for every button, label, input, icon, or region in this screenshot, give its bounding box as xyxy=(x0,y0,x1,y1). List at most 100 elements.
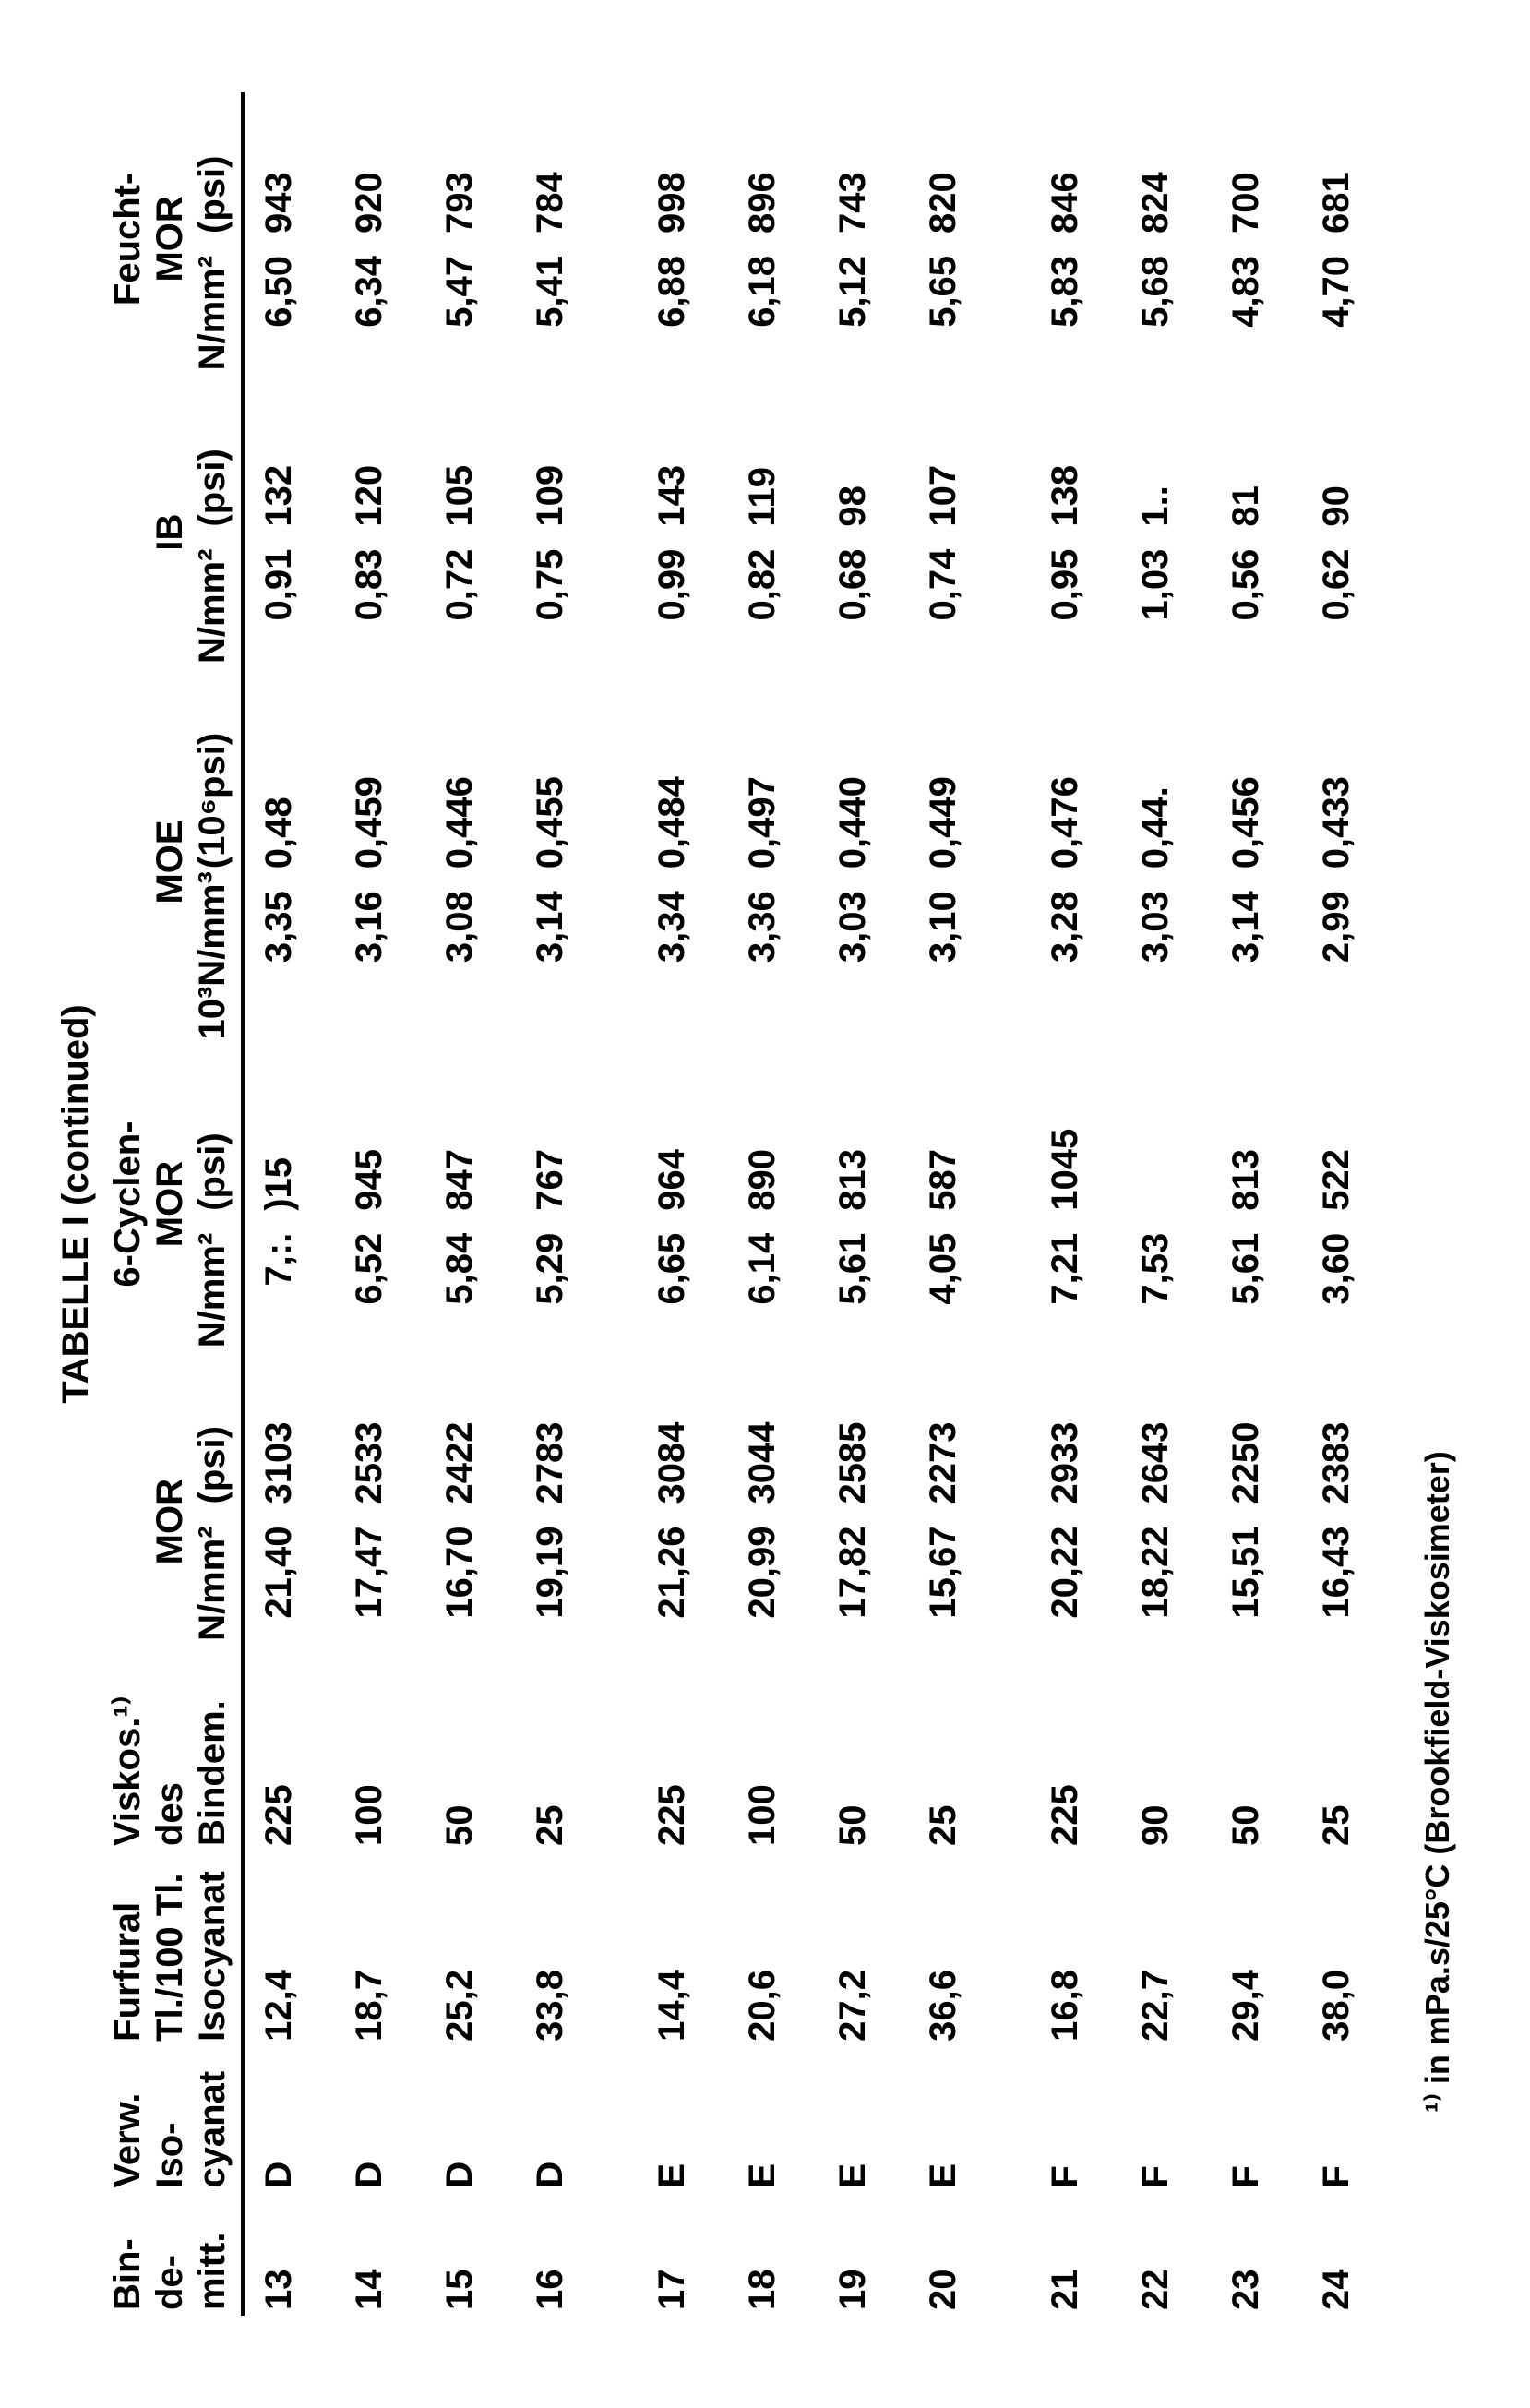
cell-vis: 25 xyxy=(1291,1681,1381,1851)
cell-ib1: 0,95 xyxy=(988,533,1110,679)
cell-mor2: 2383 xyxy=(1291,1363,1381,1510)
cell-n: 23 xyxy=(1201,2194,1291,2316)
cell-n: 13 xyxy=(243,2194,324,2316)
cell-iso: E xyxy=(717,2047,807,2194)
cell-fm2: 998 xyxy=(595,92,717,239)
cell-moe2: 0,476 xyxy=(988,678,1110,874)
cell-fur: 33,8 xyxy=(505,1851,595,2047)
cell-mor2: 2933 xyxy=(988,1363,1110,1510)
cell-n: 14 xyxy=(324,2194,414,2316)
cell-cyc1: 6,14 xyxy=(717,1216,807,1363)
cell-vis: 90 xyxy=(1110,1681,1201,1851)
cell-ib2: 120 xyxy=(324,386,414,533)
cell-fm2: 793 xyxy=(414,92,505,239)
cell-n: 19 xyxy=(807,2194,898,2316)
table-row: 13D12,422521,4031037,:.)153,350,48 0,911… xyxy=(243,92,324,2316)
cell-cyc2: 522 xyxy=(1291,1046,1381,1216)
cell-iso: F xyxy=(988,2047,1110,2194)
table-row: 16D33,82519,1927835,297673,140,4550,7510… xyxy=(505,92,595,2316)
cell-n: 16 xyxy=(505,2194,595,2316)
data-table: Bin- Verw. Furfural Viskos.¹⁾ 6-Cyclen- … xyxy=(106,92,1381,2316)
cell-n: 18 xyxy=(717,2194,807,2316)
cell-ib2: 105 xyxy=(414,386,505,533)
cell-fm2: 846 xyxy=(988,92,1110,239)
table-row: 22F22,79018,2226437,533,030,44.1,031..5,… xyxy=(1110,92,1201,2316)
cell-ib2: 90 xyxy=(1291,386,1381,533)
col-mor-top: MOR xyxy=(149,1363,191,1681)
cell-fm1: 5,83 xyxy=(988,239,1110,386)
cell-iso: E xyxy=(898,2047,988,2194)
cell-fm1: 6,50 xyxy=(243,239,324,386)
cell-iso: F xyxy=(1291,2047,1381,2194)
cell-moe2: 0,456 xyxy=(1201,678,1291,874)
cell-moe2: 0,449 xyxy=(898,678,988,874)
cell-mor1: 20,99 xyxy=(717,1509,807,1680)
cell-fur: 29,4 xyxy=(1201,1851,1291,2047)
col-vis-l2: des xyxy=(149,1681,191,1851)
table-body: 13D12,422521,4031037,:.)153,350,48 0,911… xyxy=(243,92,1381,2316)
cell-mor2: 2643 xyxy=(1110,1363,1201,1510)
cell-moe2: 0,446 xyxy=(414,678,505,874)
cell-ib2: 143 xyxy=(595,386,717,533)
col-ib-u1: N/mm² xyxy=(191,533,243,679)
col-iso-l2: Iso- xyxy=(149,2047,191,2194)
col-cyc-u2: (psi) xyxy=(191,1046,243,1216)
cell-ib1: 0,74 xyxy=(898,533,988,679)
col-fur-l2: Tl./100 Tl. xyxy=(149,1851,191,2047)
cell-fm2: 700 xyxy=(1201,92,1291,239)
cell-fm1: 5,12 xyxy=(807,239,898,386)
cell-fur: 12,4 xyxy=(243,1851,324,2047)
cell-moe1: 3,10 xyxy=(898,874,988,1045)
cell-ib1: 0,72 xyxy=(414,533,505,679)
col-fm-top1: Feucht- xyxy=(106,92,149,386)
cell-moe2: 0,48 xyxy=(243,678,324,874)
cell-cyc1: 7,21 xyxy=(988,1216,1110,1363)
cell-fur: 20,6 xyxy=(717,1851,807,2047)
cell-mor2: 3103 xyxy=(243,1363,324,1510)
cell-ib1: 1,03 xyxy=(1110,533,1201,679)
cell-fm2: 943 xyxy=(243,92,324,239)
cell-mor1: 17,82 xyxy=(807,1509,898,1680)
cell-fm1: 5,68 xyxy=(1110,239,1201,386)
cell-moe2: 0,440 xyxy=(807,678,898,874)
cell-n: 17 xyxy=(595,2194,717,2316)
cell-iso: D xyxy=(414,2047,505,2194)
cell-mor2: 2273 xyxy=(898,1363,988,1510)
cell-cyc2: 847 xyxy=(414,1046,505,1216)
cell-cyc2: 890 xyxy=(717,1046,807,1216)
cell-mor2: 2422 xyxy=(414,1363,505,1510)
cell-fm1: 5,47 xyxy=(414,239,505,386)
table-row: 17E14,422521,2630846,659643,340,4840,991… xyxy=(595,92,717,2316)
cell-cyc2: 767 xyxy=(505,1046,595,1216)
cell-cyc1: 7,:. xyxy=(243,1216,324,1363)
cell-cyc2: 813 xyxy=(807,1046,898,1216)
cell-mor1: 19,19 xyxy=(505,1509,595,1680)
cell-ib2: 119 xyxy=(717,386,807,533)
cell-iso: D xyxy=(505,2047,595,2194)
cell-mor1: 16,70 xyxy=(414,1509,505,1680)
col-bin-l3: mitt. xyxy=(191,2194,243,2316)
cell-vis: 100 xyxy=(717,1681,807,1851)
cell-ib2: 107 xyxy=(898,386,988,533)
col-fur-l3: Isocyanat xyxy=(191,1851,243,2047)
cell-ib1: 0,82 xyxy=(717,533,807,679)
cell-moe1: 3,34 xyxy=(595,874,717,1045)
cell-n: 20 xyxy=(898,2194,988,2316)
col-cyc-u1: N/mm² xyxy=(191,1216,243,1363)
col-fur-l1: Furfural xyxy=(106,1851,149,2047)
cell-fm1: 4,83 xyxy=(1201,239,1291,386)
cell-mor1: 16,43 xyxy=(1291,1509,1381,1680)
col-vis-l3: Bindem. xyxy=(191,1681,243,1851)
cell-ib1: 0,83 xyxy=(324,533,414,679)
table-header: Bin- Verw. Furfural Viskos.¹⁾ 6-Cyclen- … xyxy=(106,92,243,2316)
cell-fur: 22,7 xyxy=(1110,1851,1201,2047)
cell-cyc1: 6,52 xyxy=(324,1216,414,1363)
cell-ib2: 138 xyxy=(988,386,1110,533)
col-bin-l1: Bin- xyxy=(106,2194,149,2316)
cell-vis: 100 xyxy=(324,1681,414,1851)
cell-mor1: 17,47 xyxy=(324,1509,414,1680)
cell-iso: D xyxy=(243,2047,324,2194)
cell-moe2: 0,497 xyxy=(717,678,807,874)
cell-moe2: 0,433 xyxy=(1291,678,1381,874)
cell-fur: 25,2 xyxy=(414,1851,505,2047)
